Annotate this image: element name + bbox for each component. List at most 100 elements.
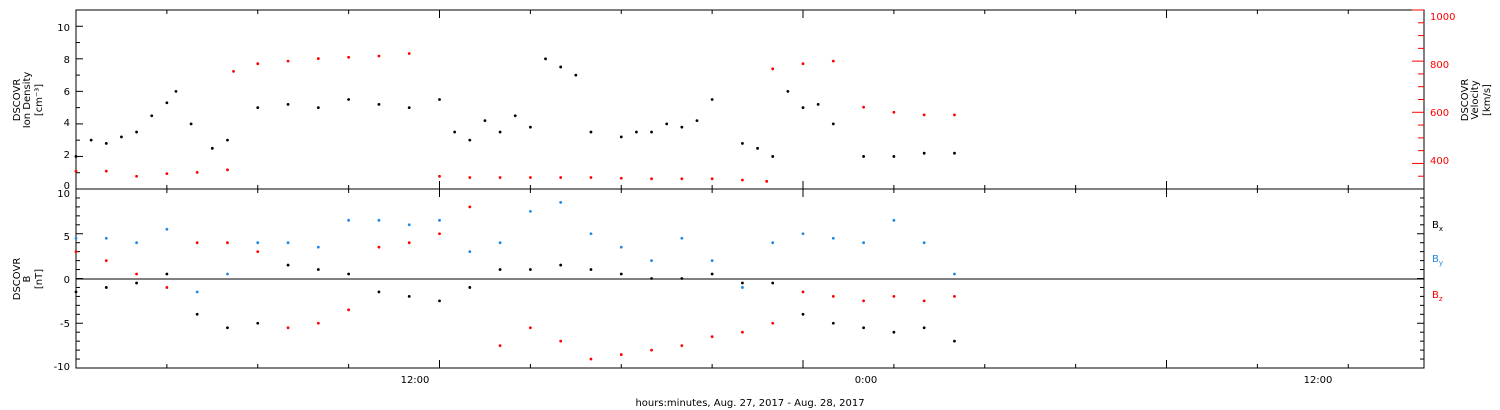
bx-point xyxy=(710,272,714,276)
top-left-axis-title-line: [cm⁻³] xyxy=(34,84,45,116)
by-point xyxy=(619,245,623,249)
bottom-axis-title: DSCOVR B [nT] xyxy=(12,258,45,301)
top-right-tick-labels: 400 600 800 1000 xyxy=(1430,12,1455,167)
density-point xyxy=(892,155,896,158)
by-point xyxy=(104,236,108,240)
by-point xyxy=(953,272,956,276)
bz-point xyxy=(559,339,563,343)
bx-point xyxy=(892,330,896,334)
velocity-point xyxy=(498,176,502,179)
bz-point xyxy=(771,321,775,325)
density-point xyxy=(953,151,956,155)
bx-point xyxy=(528,268,532,271)
velocity-point xyxy=(256,62,260,66)
velocity-point xyxy=(765,179,769,183)
bz-point xyxy=(316,321,320,325)
bz-point xyxy=(892,295,896,298)
density-point xyxy=(174,89,178,93)
bx-point xyxy=(831,321,835,325)
bz-point xyxy=(256,250,260,254)
bottom-tick-label: 10 xyxy=(57,189,70,200)
bx-point xyxy=(741,281,744,285)
density-point xyxy=(741,142,744,145)
x-axis-title: hours:minutes, Aug. 27, 2017 - Aug. 28, … xyxy=(635,398,864,409)
top-right-axis-title-line: Velocity xyxy=(1470,80,1481,119)
density-point xyxy=(801,106,805,110)
by-point xyxy=(256,241,260,245)
by-point xyxy=(801,232,805,236)
density-point xyxy=(453,130,457,134)
by-point xyxy=(922,241,926,245)
legend-bx: Bx xyxy=(1432,220,1443,233)
velocity-point xyxy=(528,176,532,179)
bx-point xyxy=(74,290,78,294)
velocity-point xyxy=(438,174,441,178)
bz-point xyxy=(741,330,744,334)
density-point xyxy=(438,98,441,101)
velocity-point xyxy=(286,59,290,63)
velocity-point xyxy=(710,177,714,181)
bz-point xyxy=(74,250,78,254)
velocity-point xyxy=(226,168,229,172)
density-point xyxy=(74,155,78,158)
top-left-axis-title-line: Ion Density xyxy=(22,72,33,129)
bx-point xyxy=(135,281,138,285)
x-tick-label: 12:00 xyxy=(401,375,430,386)
bx-point xyxy=(650,277,653,280)
density-point xyxy=(513,114,517,118)
density-point xyxy=(104,142,108,145)
bz-point xyxy=(862,299,865,303)
velocity-point xyxy=(862,105,865,109)
bottom-tick-label: 5 xyxy=(64,232,70,243)
by-point xyxy=(316,245,320,249)
bz-point xyxy=(589,357,593,361)
top-right-tick-label: 1000 xyxy=(1430,12,1455,23)
bottom-tick-labels: 10 5 0 -5 -10 xyxy=(54,189,70,373)
by-point xyxy=(862,241,865,245)
velocity-point xyxy=(559,176,563,179)
bottom-tick-label: -10 xyxy=(54,362,70,373)
density-point xyxy=(544,57,547,61)
bx-point xyxy=(619,272,623,276)
top-panel-frame xyxy=(75,9,1425,190)
bz-point xyxy=(619,353,623,356)
top-left-tick-label: 2 xyxy=(64,150,70,161)
bx-point xyxy=(498,268,502,271)
by-point xyxy=(74,236,78,240)
density-point xyxy=(922,151,926,155)
x-tick-label: 0:00 xyxy=(855,375,877,386)
bx-point xyxy=(801,312,805,316)
bz-point xyxy=(680,344,684,348)
top-right-tick-label: 800 xyxy=(1430,60,1449,71)
by-point xyxy=(498,241,502,245)
bx-point xyxy=(438,299,441,303)
density-point xyxy=(347,98,351,101)
density-point xyxy=(559,65,563,69)
bz-point xyxy=(710,335,714,339)
by-point xyxy=(407,223,411,227)
density-point xyxy=(786,89,790,93)
bz-point xyxy=(650,348,653,352)
bz-point xyxy=(286,326,290,330)
bx-point xyxy=(104,286,108,289)
top-left-tick-labels: 0 2 4 6 8 10 xyxy=(57,23,70,192)
top-right-tick-label: 400 xyxy=(1430,156,1449,167)
velocity-point xyxy=(801,62,805,66)
density-point xyxy=(377,102,381,106)
density-point xyxy=(120,135,123,139)
legend-by: By xyxy=(1432,254,1443,267)
by-point xyxy=(710,259,714,262)
density-point xyxy=(286,102,290,106)
bx-point xyxy=(377,290,381,294)
density-point xyxy=(210,146,214,150)
velocity-point xyxy=(771,67,775,71)
density-point xyxy=(574,73,578,77)
by-point xyxy=(286,241,290,245)
bx-point xyxy=(589,268,593,271)
bz-point xyxy=(953,295,956,298)
top-left-axis-title: DSCOVR Ion Density [cm⁻³] xyxy=(12,72,45,129)
by-point xyxy=(528,209,532,213)
density-point xyxy=(589,130,593,134)
velocity-point xyxy=(165,172,169,176)
density-point xyxy=(680,125,684,129)
